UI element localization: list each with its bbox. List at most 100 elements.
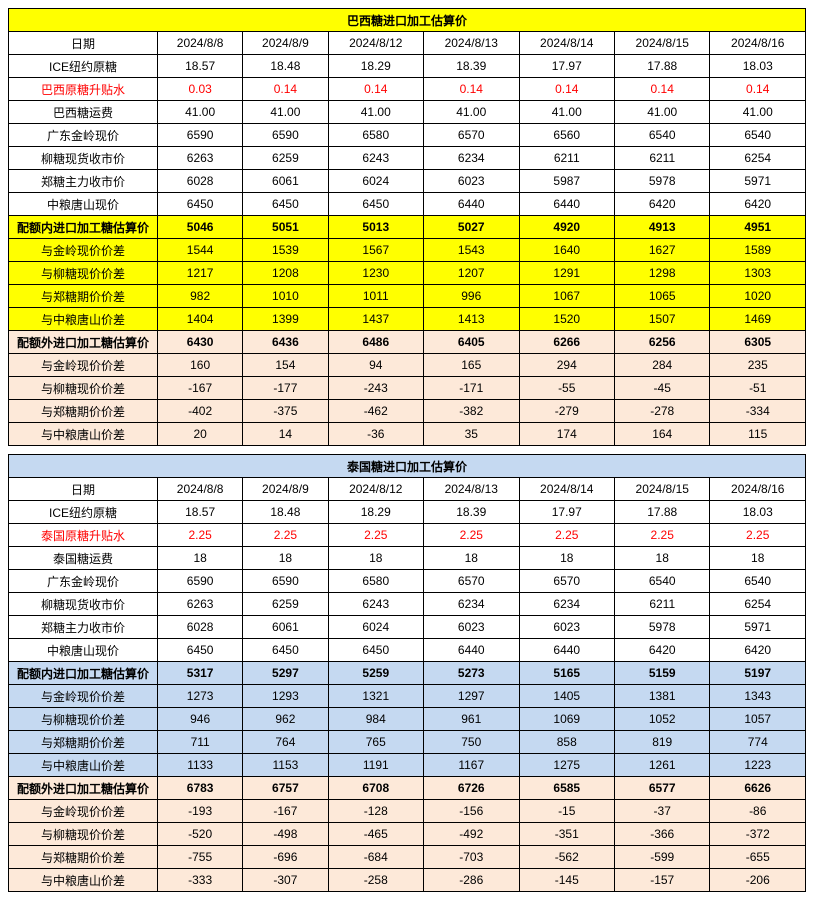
data-cell: -156 <box>424 800 519 823</box>
data-cell: 1404 <box>158 308 243 331</box>
data-cell: 6577 <box>614 777 709 800</box>
data-cell: 1321 <box>328 685 423 708</box>
data-cell: 6023 <box>424 616 519 639</box>
data-cell: -167 <box>158 377 243 400</box>
row-label: 与柳糖现价价差 <box>9 708 158 731</box>
data-cell: 5971 <box>710 616 806 639</box>
data-cell: 6211 <box>519 147 614 170</box>
data-cell: 6570 <box>519 570 614 593</box>
data-cell: 6234 <box>424 593 519 616</box>
data-cell: -128 <box>328 800 423 823</box>
data-cell: 18 <box>243 547 328 570</box>
data-cell: 711 <box>158 731 243 754</box>
data-cell: 6211 <box>614 147 709 170</box>
data-cell: 6061 <box>243 170 328 193</box>
data-cell: -171 <box>424 377 519 400</box>
data-cell: -696 <box>243 846 328 869</box>
data-cell: 6436 <box>243 331 328 354</box>
date-header: 2024/8/14 <box>519 32 614 55</box>
row-label: 与柳糖现价价差 <box>9 377 158 400</box>
date-header: 2024/8/15 <box>614 32 709 55</box>
data-cell: 1627 <box>614 239 709 262</box>
data-cell: 6580 <box>328 124 423 147</box>
date-header: 2024/8/8 <box>158 478 243 501</box>
data-cell: 1297 <box>424 685 519 708</box>
data-cell: 284 <box>614 354 709 377</box>
data-cell: -206 <box>710 869 806 892</box>
date-header: 2024/8/13 <box>424 478 519 501</box>
row-label: 与金岭现价价差 <box>9 685 158 708</box>
data-cell: 1520 <box>519 308 614 331</box>
data-cell: 1057 <box>710 708 806 731</box>
data-cell: 41.00 <box>328 101 423 124</box>
row-label: 配额内进口加工糖估算价 <box>9 662 158 685</box>
data-cell: 6243 <box>328 593 423 616</box>
price-table-0: 巴西糖进口加工估算价日期2024/8/82024/8/92024/8/12202… <box>8 8 806 446</box>
data-cell: 41.00 <box>614 101 709 124</box>
data-cell: 1567 <box>328 239 423 262</box>
data-cell: 2.25 <box>519 524 614 547</box>
data-cell: 6024 <box>328 170 423 193</box>
data-cell: 6540 <box>710 124 806 147</box>
tables-container: 巴西糖进口加工估算价日期2024/8/82024/8/92024/8/12202… <box>8 8 807 892</box>
data-cell: 6450 <box>158 639 243 662</box>
data-cell: 1640 <box>519 239 614 262</box>
row-label: 与中粮唐山价差 <box>9 754 158 777</box>
date-header: 2024/8/14 <box>519 478 614 501</box>
row-label: 广东金岭现价 <box>9 124 158 147</box>
data-cell: 5273 <box>424 662 519 685</box>
data-cell: 6420 <box>614 193 709 216</box>
data-cell: 1223 <box>710 754 806 777</box>
data-cell: 41.00 <box>710 101 806 124</box>
data-cell: 6061 <box>243 616 328 639</box>
data-cell: 41.00 <box>158 101 243 124</box>
data-cell: 1011 <box>328 285 423 308</box>
data-cell: -492 <box>424 823 519 846</box>
data-cell: 1437 <box>328 308 423 331</box>
data-cell: -366 <box>614 823 709 846</box>
data-cell: -37 <box>614 800 709 823</box>
data-cell: 1067 <box>519 285 614 308</box>
data-cell: -36 <box>328 423 423 446</box>
data-cell: 5971 <box>710 170 806 193</box>
data-cell: 1291 <box>519 262 614 285</box>
data-cell: -655 <box>710 846 806 869</box>
data-cell: 2.25 <box>614 524 709 547</box>
data-cell: 1217 <box>158 262 243 285</box>
data-cell: 6570 <box>424 570 519 593</box>
data-cell: 6243 <box>328 147 423 170</box>
data-cell: -145 <box>519 869 614 892</box>
data-cell: 2.25 <box>424 524 519 547</box>
data-cell: 18 <box>328 547 423 570</box>
data-cell: 17.97 <box>519 501 614 524</box>
data-cell: 1539 <box>243 239 328 262</box>
data-cell: -351 <box>519 823 614 846</box>
data-cell: 20 <box>158 423 243 446</box>
date-label: 日期 <box>9 478 158 501</box>
data-cell: 18.03 <box>710 55 806 78</box>
data-cell: 115 <box>710 423 806 446</box>
row-label: 郑糖主力收市价 <box>9 170 158 193</box>
data-cell: -520 <box>158 823 243 846</box>
data-cell: 1191 <box>328 754 423 777</box>
data-cell: 6486 <box>328 331 423 354</box>
data-cell: -307 <box>243 869 328 892</box>
data-cell: 1343 <box>710 685 806 708</box>
data-cell: 6450 <box>158 193 243 216</box>
data-cell: 41.00 <box>424 101 519 124</box>
data-cell: 5013 <box>328 216 423 239</box>
data-cell: 6028 <box>158 616 243 639</box>
data-cell: 18.39 <box>424 55 519 78</box>
data-cell: 2.25 <box>710 524 806 547</box>
data-cell: 1381 <box>614 685 709 708</box>
data-cell: -279 <box>519 400 614 423</box>
data-cell: 1069 <box>519 708 614 731</box>
row-label: 与中粮唐山价差 <box>9 869 158 892</box>
data-cell: 6440 <box>519 193 614 216</box>
data-cell: 6023 <box>424 170 519 193</box>
data-cell: 750 <box>424 731 519 754</box>
date-header: 2024/8/15 <box>614 478 709 501</box>
data-cell: 6028 <box>158 170 243 193</box>
date-header: 2024/8/8 <box>158 32 243 55</box>
data-cell: 6023 <box>519 616 614 639</box>
